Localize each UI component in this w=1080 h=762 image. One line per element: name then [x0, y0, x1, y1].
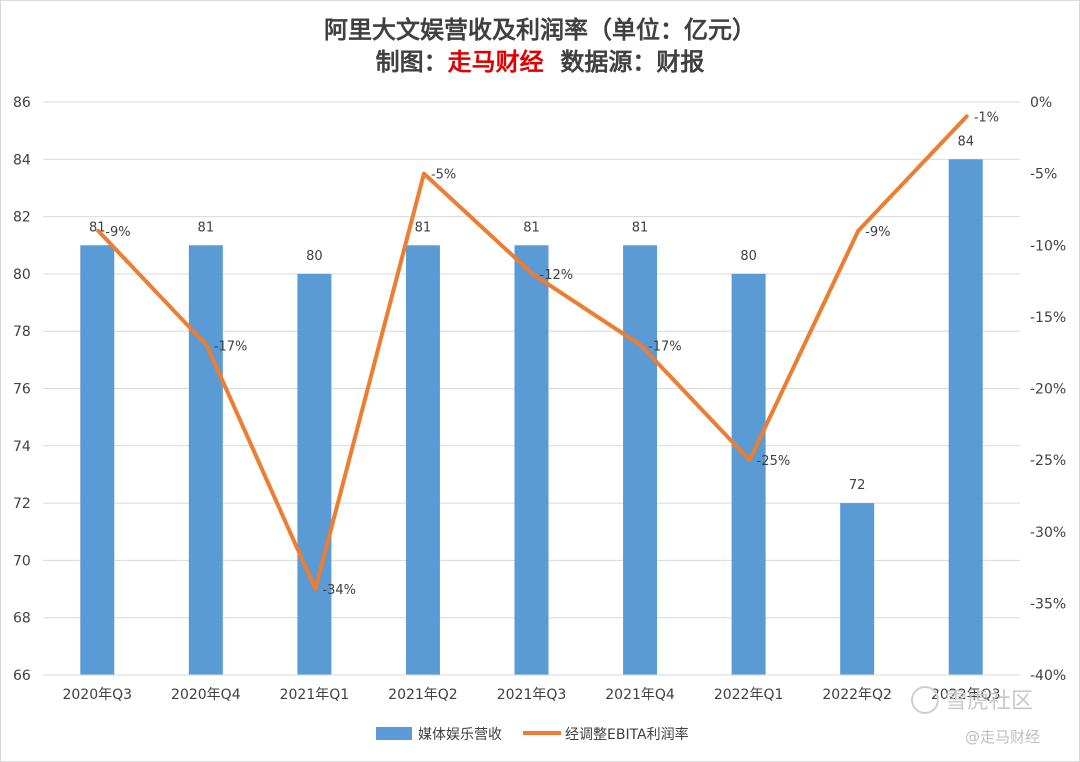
- left-tick-label: 78: [13, 324, 31, 340]
- left-tick-label: 70: [13, 553, 31, 569]
- watermark-logo: [911, 686, 939, 714]
- bar-data-label: 81: [415, 220, 432, 235]
- line-series: [96, 114, 969, 592]
- right-tick-label: -40%: [1030, 668, 1066, 684]
- line-data-label: -12%: [540, 268, 574, 283]
- bar: [188, 245, 223, 675]
- line-point: [96, 229, 100, 233]
- line-data-label: -17%: [214, 340, 248, 355]
- x-tick-label: 2021年Q4: [605, 687, 675, 703]
- left-tick-label: 80: [13, 267, 31, 283]
- right-tick-label: -30%: [1030, 525, 1066, 541]
- left-tick-label: 86: [13, 95, 31, 111]
- legend-swatch-bar: [376, 727, 412, 740]
- bar-data-label: 80: [740, 249, 757, 264]
- line-data-label: -1%: [974, 110, 999, 125]
- left-tick-label: 66: [13, 668, 31, 684]
- bar: [731, 273, 766, 675]
- line-data-label: -34%: [322, 583, 356, 598]
- bar-data-label: 81: [198, 220, 215, 235]
- x-tick-label: 2022年Q3: [931, 687, 1001, 703]
- chart-subtitle: 制图：走马财经 数据源：财报: [376, 47, 705, 76]
- left-tick-label: 72: [13, 496, 31, 512]
- right-tick-label: -10%: [1030, 238, 1066, 254]
- bar: [405, 245, 440, 675]
- bar-series: [80, 159, 983, 676]
- bar: [514, 245, 549, 675]
- line-labels: -9% -17% -34% -5% -12% -17% -25% -9% -1%: [105, 110, 999, 598]
- x-tick-label: 2022年Q2: [822, 687, 892, 703]
- line-point: [965, 114, 969, 118]
- watermark-text: 雪虎社区: [945, 689, 1033, 714]
- line-point: [531, 272, 534, 276]
- line-data-label: -17%: [648, 340, 682, 355]
- line-data-label: -9%: [105, 225, 130, 240]
- right-tick-label: -5%: [1030, 167, 1057, 183]
- line-point: [748, 458, 752, 462]
- left-tick-label: 76: [13, 382, 31, 398]
- legend: 媒体娱乐营收 经调整EBITA利润率: [376, 726, 689, 743]
- right-tick-label: -25%: [1030, 453, 1066, 469]
- subtitle-prefix: 制图：: [376, 47, 448, 76]
- line-point: [639, 344, 643, 348]
- bar-data-label: 81: [523, 220, 540, 235]
- left-tick-label: 68: [13, 611, 31, 627]
- subtitle-brand: 走马财经: [448, 47, 544, 76]
- bar-data-label: 84: [957, 134, 974, 149]
- x-tick-label: 2022年Q1: [714, 687, 784, 703]
- chart-title: 阿里大文娱营收及利润率（单位：亿元）: [324, 15, 756, 44]
- legend-label-bar: 媒体娱乐营收: [418, 727, 502, 743]
- right-tick-label: -20%: [1030, 382, 1066, 398]
- x-tick-label: 2021年Q2: [388, 687, 458, 703]
- line-data-label: -9%: [865, 225, 890, 240]
- bar: [297, 273, 332, 675]
- right-tick-label: -15%: [1030, 310, 1066, 326]
- x-tick-label: 2020年Q3: [62, 687, 132, 703]
- bar-data-label: 72: [849, 478, 866, 493]
- line-data-label: -25%: [757, 454, 791, 469]
- line-data-label: -5%: [431, 168, 456, 183]
- legend-label-line: 经调整EBITA利润率: [565, 726, 689, 743]
- bar: [840, 503, 875, 675]
- line-point: [422, 172, 426, 176]
- x-tick-label: 2021年Q1: [280, 687, 350, 703]
- left-tick-label: 74: [13, 439, 31, 455]
- right-tick-label: -35%: [1030, 596, 1066, 612]
- bar-data-label: 80: [306, 249, 323, 264]
- bar-labels: 81 81 80 81 81 81 80 72 84: [89, 134, 974, 493]
- left-tick-label: 82: [13, 210, 31, 226]
- x-axis: 2020年Q3 2020年Q4 2021年Q1 2021年Q2 2021年Q3 2021年…: [43, 674, 1020, 703]
- bar: [948, 159, 983, 676]
- watermark: 雪虎社区 @走马财经: [911, 686, 1040, 746]
- watermark-handle: @走马财经: [965, 728, 1040, 746]
- right-axis: 0% -5% -10% -15% -20% -25% -30% -35% -40%: [1030, 95, 1066, 684]
- left-tick-label: 84: [13, 152, 31, 168]
- line-point: [205, 344, 209, 348]
- bar: [80, 245, 115, 675]
- x-tick-label: 2021年Q3: [497, 687, 567, 703]
- x-tick-label: 2020年Q4: [171, 687, 241, 703]
- line-point: [856, 229, 860, 233]
- bar-data-label: 81: [89, 220, 106, 235]
- left-axis: 86 84 82 80 78 76 74 72 70 68 66: [13, 95, 31, 684]
- right-tick-label: 0%: [1030, 95, 1052, 111]
- bar-data-label: 81: [632, 220, 649, 235]
- line-point: [313, 587, 317, 591]
- bar: [623, 245, 658, 675]
- subtitle-suffix: 数据源：财报: [544, 47, 705, 76]
